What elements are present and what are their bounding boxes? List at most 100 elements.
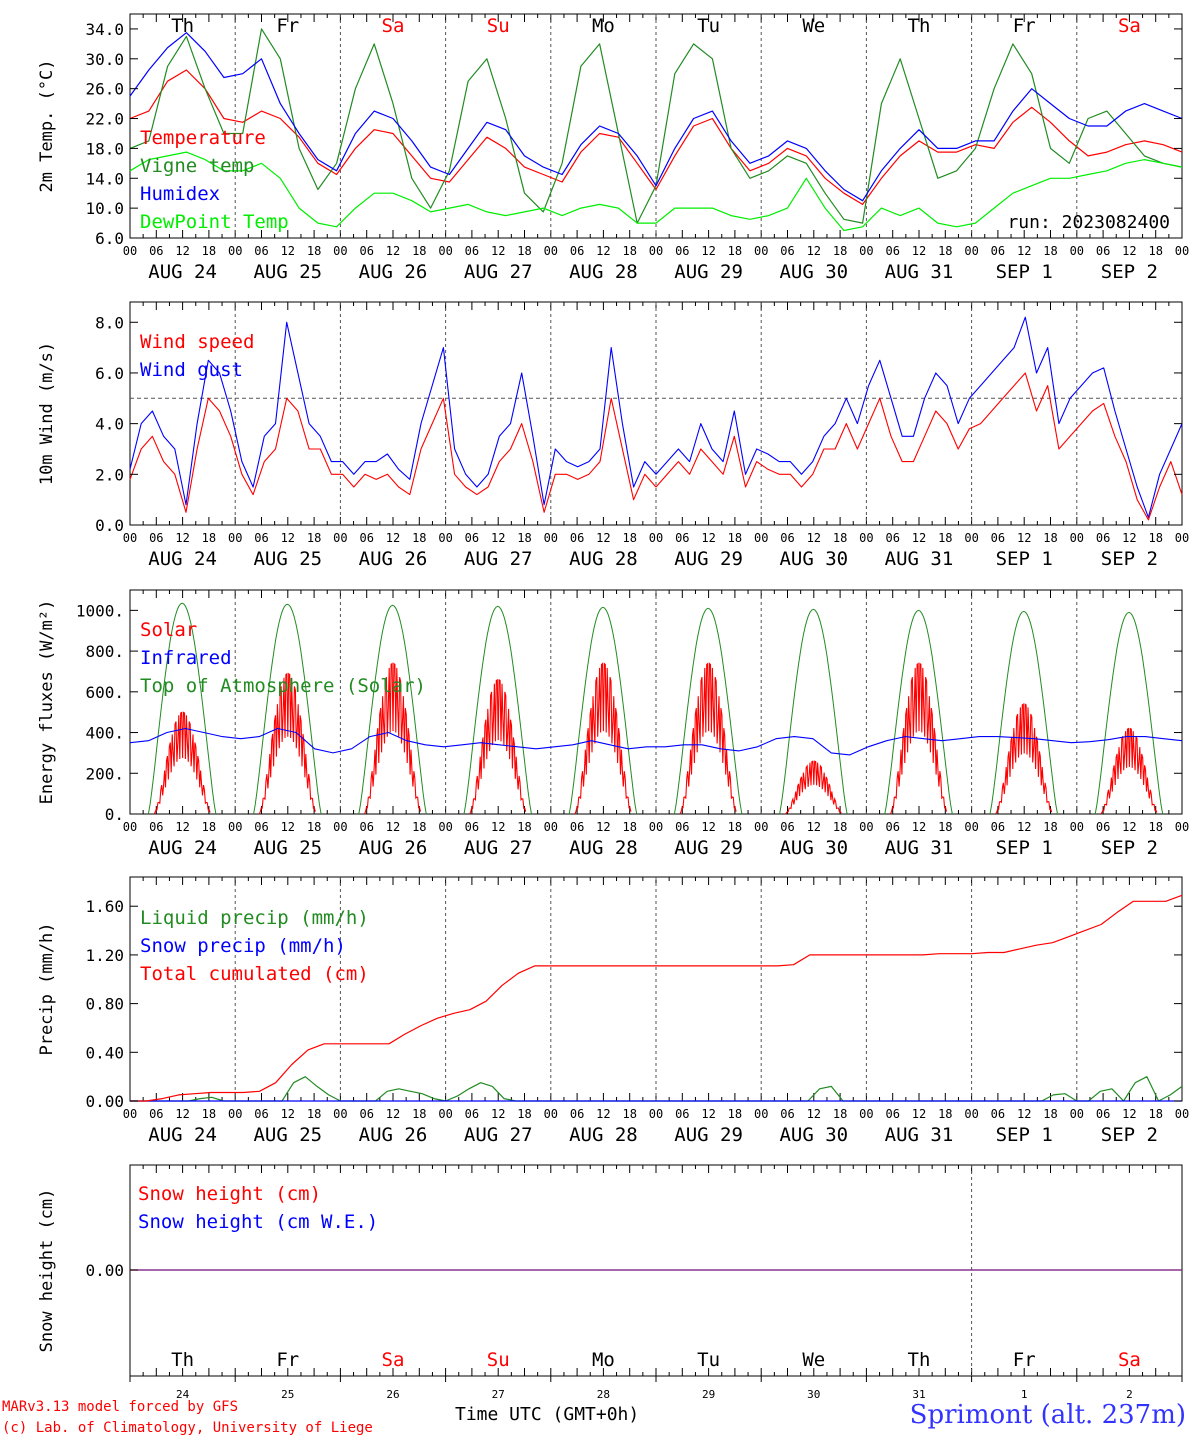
hour-tick-label: 06 bbox=[570, 531, 584, 545]
legend-vigne-temp: Vigne temp bbox=[140, 155, 254, 177]
hour-tick-label: 18 bbox=[938, 244, 952, 258]
hour-tick-label: 12 bbox=[807, 244, 821, 258]
date-label: AUG 24 bbox=[148, 1124, 217, 1146]
series-toa-day-6 bbox=[779, 608, 848, 815]
hour-tick-label: 06 bbox=[1096, 1107, 1110, 1121]
hour-tick-label: 00 bbox=[228, 1107, 242, 1121]
y-tick-label: 10.0 bbox=[85, 199, 124, 218]
hour-tick-label: 12 bbox=[175, 531, 189, 545]
hour-tick-label: 06 bbox=[885, 244, 899, 258]
date-label: AUG 29 bbox=[674, 837, 743, 859]
date-label: SEP 2 bbox=[1101, 548, 1158, 570]
hour-tick-label: 18 bbox=[1043, 244, 1057, 258]
date-label: SEP 1 bbox=[996, 1124, 1053, 1146]
hour-tick-label: 06 bbox=[675, 1107, 689, 1121]
hour-tick-label: 12 bbox=[701, 1107, 715, 1121]
hour-tick-label: 06 bbox=[991, 244, 1005, 258]
hour-tick-label: 18 bbox=[412, 820, 426, 834]
hour-tick-label: 00 bbox=[333, 820, 347, 834]
hour-tick-label: 00 bbox=[964, 531, 978, 545]
hour-tick-label: 06 bbox=[149, 244, 163, 258]
hour-tick-label: 12 bbox=[386, 1107, 400, 1121]
day-number-label: 26 bbox=[386, 1388, 399, 1401]
date-label: AUG 25 bbox=[253, 548, 322, 570]
hour-tick-label: 00 bbox=[333, 244, 347, 258]
hour-tick-label: 12 bbox=[281, 531, 295, 545]
hour-tick-label: 12 bbox=[491, 820, 505, 834]
hour-tick-label: 12 bbox=[386, 244, 400, 258]
hour-tick-label: 18 bbox=[412, 1107, 426, 1121]
y-tick-label: 200. bbox=[85, 764, 124, 783]
hour-tick-label: 12 bbox=[386, 820, 400, 834]
hour-tick-label: 06 bbox=[991, 820, 1005, 834]
y-tick-label: 6.0 bbox=[95, 364, 124, 383]
hour-tick-label: 18 bbox=[412, 531, 426, 545]
series-solar-day-8 bbox=[995, 703, 1053, 815]
hour-tick-label: 12 bbox=[175, 244, 189, 258]
series-dewpoint-temp bbox=[129, 151, 1183, 232]
hour-tick-label: 06 bbox=[570, 1107, 584, 1121]
hour-tick-label: 06 bbox=[465, 531, 479, 545]
hour-tick-label: 12 bbox=[596, 531, 610, 545]
hour-tick-label: 12 bbox=[491, 1107, 505, 1121]
date-label: AUG 31 bbox=[885, 1124, 954, 1146]
weekday-label: Fr bbox=[1013, 1349, 1036, 1371]
run-label: run: 2023082400 bbox=[1007, 212, 1170, 233]
hour-tick-label: 00 bbox=[1175, 531, 1189, 545]
panel-4-ylabel: Snow height (cm) bbox=[37, 1189, 57, 1353]
series-toa-day-4 bbox=[568, 606, 638, 815]
y-tick-label: 6.0 bbox=[95, 229, 124, 248]
hour-tick-label: 18 bbox=[517, 820, 531, 834]
hour-tick-label: 06 bbox=[254, 820, 268, 834]
y-tick-label: 0. bbox=[105, 805, 124, 824]
hour-tick-label: 18 bbox=[1148, 1107, 1162, 1121]
hour-tick-label: 00 bbox=[438, 1107, 452, 1121]
hour-tick-label: 06 bbox=[885, 531, 899, 545]
hour-tick-label: 00 bbox=[544, 244, 558, 258]
hour-tick-label: 06 bbox=[149, 1107, 163, 1121]
hour-tick-label: 18 bbox=[1148, 820, 1162, 834]
series-toa-day-3 bbox=[463, 605, 532, 815]
date-label: SEP 1 bbox=[996, 548, 1053, 570]
hour-tick-label: 06 bbox=[780, 531, 794, 545]
hour-tick-label: 12 bbox=[1017, 820, 1031, 834]
time-axis-title: Time UTC (GMT+0h) bbox=[455, 1404, 640, 1425]
hour-tick-label: 06 bbox=[465, 244, 479, 258]
hour-tick-label: 12 bbox=[701, 820, 715, 834]
series-toa-day-1 bbox=[253, 603, 322, 815]
y-tick-label: 600. bbox=[85, 683, 124, 702]
hour-tick-label: 00 bbox=[123, 531, 137, 545]
date-label: AUG 25 bbox=[253, 261, 322, 283]
y-tick-label: 0.0 bbox=[95, 516, 124, 535]
series-solar-day-5 bbox=[679, 662, 737, 815]
y-tick-label: 34.0 bbox=[85, 20, 124, 39]
hour-tick-label: 06 bbox=[570, 244, 584, 258]
hour-tick-label: 18 bbox=[202, 531, 216, 545]
hour-tick-label: 12 bbox=[491, 244, 505, 258]
legend-top-of-atmosphere-solar-: Top of Atmosphere (Solar) bbox=[140, 675, 426, 697]
series-solar-day-7 bbox=[889, 662, 948, 815]
weekday-label: Sa bbox=[382, 1349, 405, 1371]
hour-tick-label: 00 bbox=[438, 244, 452, 258]
hour-tick-label: 00 bbox=[228, 531, 242, 545]
y-tick-label: 18.0 bbox=[85, 139, 124, 158]
series-total-cumulated-cm- bbox=[130, 894, 1183, 1102]
hour-tick-label: 00 bbox=[859, 1107, 873, 1121]
hour-tick-label: 00 bbox=[754, 1107, 768, 1121]
date-label: AUG 28 bbox=[569, 837, 638, 859]
hour-tick-label: 06 bbox=[1096, 820, 1110, 834]
y-tick-label: 0.80 bbox=[85, 995, 124, 1014]
y-tick-label: 30.0 bbox=[85, 50, 124, 69]
hour-tick-label: 00 bbox=[964, 820, 978, 834]
hour-tick-label: 00 bbox=[649, 531, 663, 545]
hour-tick-label: 06 bbox=[359, 820, 373, 834]
y-tick-label: 22.0 bbox=[85, 110, 124, 129]
hour-tick-label: 06 bbox=[780, 1107, 794, 1121]
weekday-label: Fr bbox=[276, 1349, 299, 1371]
y-tick-label: 1.60 bbox=[85, 897, 124, 916]
legend-liquid-precip-mm-h-: Liquid precip (mm/h) bbox=[140, 907, 369, 929]
hour-tick-label: 00 bbox=[438, 531, 452, 545]
weekday-label: We bbox=[802, 1349, 825, 1371]
hour-tick-label: 06 bbox=[359, 244, 373, 258]
hour-tick-label: 12 bbox=[281, 820, 295, 834]
